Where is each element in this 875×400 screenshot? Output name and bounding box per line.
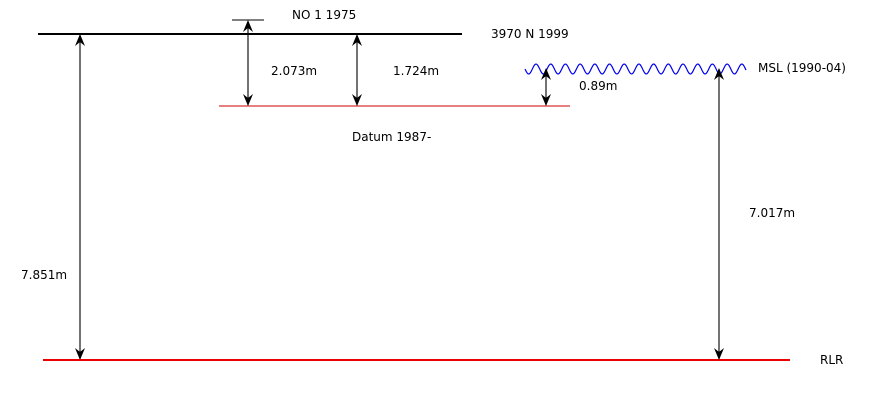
msl-label: MSL (1990-04): [758, 61, 846, 75]
measurement-1724-label: 1.724m: [393, 64, 439, 78]
measurement-7851-label: 7.851m: [21, 268, 67, 282]
no-1975-label: NO 1 1975: [292, 8, 356, 22]
measurement-7017-label: 7.017m: [749, 206, 795, 220]
benchmark-3970-label: 3970 N 1999: [491, 27, 569, 41]
measurement-2073-label: 2.073m: [271, 64, 317, 78]
rlr-label: RLR: [820, 353, 843, 367]
measurement-089-label: 0.89m: [579, 79, 617, 93]
datum-1987-label: Datum 1987-: [352, 130, 431, 144]
msl-wave-line: [524, 63, 747, 75]
